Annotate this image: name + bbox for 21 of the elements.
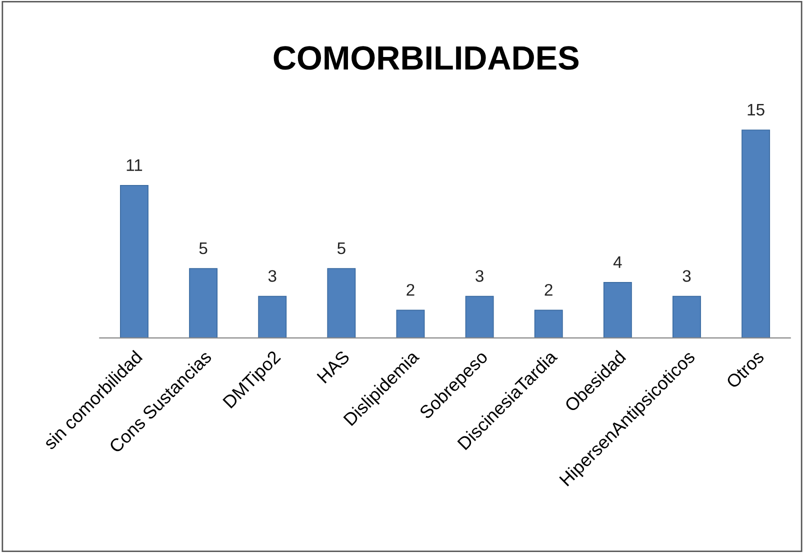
bar — [672, 296, 701, 338]
bar — [258, 296, 287, 338]
data-label: 4 — [613, 256, 622, 268]
data-label: 2 — [544, 284, 552, 296]
bar — [189, 268, 218, 338]
bar — [603, 282, 632, 338]
data-label: 2 — [406, 284, 414, 296]
bar — [396, 310, 425, 338]
data-label: 3 — [476, 270, 484, 282]
data-label: 11 — [126, 159, 142, 171]
data-label: 3 — [268, 270, 276, 282]
bar — [465, 296, 494, 338]
bar — [534, 310, 563, 338]
data-label: 3 — [682, 270, 691, 282]
data-label: 5 — [337, 242, 346, 254]
bar — [742, 130, 770, 338]
bar — [327, 268, 356, 338]
chart-title: COMORBILIDADES — [274, 46, 579, 70]
data-label: 15 — [748, 104, 764, 116]
bar — [120, 185, 148, 338]
data-label: 5 — [199, 242, 208, 254]
